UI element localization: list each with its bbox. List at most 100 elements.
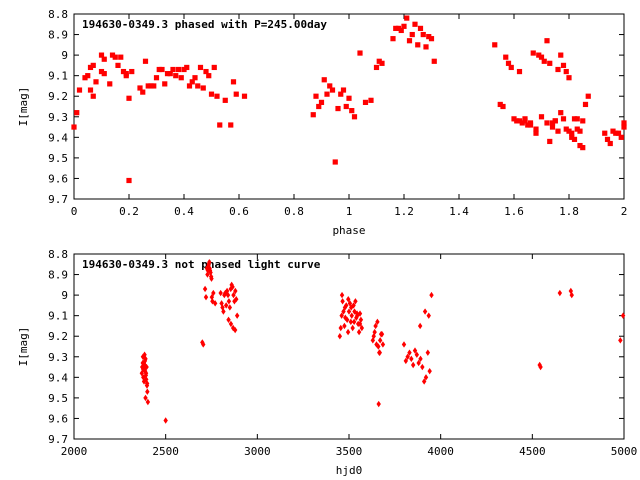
data-point xyxy=(547,60,553,66)
data-point xyxy=(142,365,147,373)
data-point xyxy=(428,36,435,42)
phased-y-tick-label: 9.4 xyxy=(48,131,68,144)
data-point xyxy=(351,114,358,120)
data-point xyxy=(425,349,431,356)
data-point xyxy=(142,357,148,365)
data-point xyxy=(214,93,220,99)
unphased-data-points xyxy=(139,259,626,424)
data-point xyxy=(541,58,547,64)
data-point xyxy=(357,50,363,56)
data-point xyxy=(420,363,425,371)
data-point xyxy=(390,36,396,42)
phased-y-tick-label: 9 xyxy=(61,49,68,62)
data-point xyxy=(571,136,578,142)
data-point xyxy=(582,101,589,108)
data-point xyxy=(618,337,623,344)
data-point xyxy=(401,23,407,29)
data-point xyxy=(405,353,410,360)
data-point xyxy=(142,351,147,358)
data-point xyxy=(346,308,352,315)
data-point xyxy=(516,118,523,124)
data-point xyxy=(226,316,231,323)
unphased-y-tick-label: 9.7 xyxy=(48,433,68,446)
data-point xyxy=(208,91,215,97)
data-point xyxy=(227,304,233,311)
data-point xyxy=(209,275,214,282)
data-point xyxy=(525,122,531,128)
data-point xyxy=(544,38,550,44)
data-point xyxy=(82,75,88,81)
data-point xyxy=(329,87,336,93)
data-point xyxy=(505,60,512,66)
data-point xyxy=(93,79,99,85)
data-point xyxy=(340,298,345,305)
data-point xyxy=(342,322,347,330)
unphased-y-tick-label: 9.3 xyxy=(48,351,68,364)
data-point xyxy=(568,287,574,295)
data-point xyxy=(615,130,622,136)
data-point xyxy=(205,271,210,278)
unphased-x-tick-label: 2000 xyxy=(61,445,88,458)
data-point xyxy=(404,15,410,21)
data-point xyxy=(162,81,168,87)
data-point xyxy=(519,120,525,126)
data-point xyxy=(522,118,528,124)
data-point xyxy=(500,103,506,110)
data-point xyxy=(420,31,426,38)
data-point xyxy=(228,320,234,328)
data-point xyxy=(533,130,539,136)
data-point xyxy=(324,91,330,97)
phased-x-tick-label: 1 xyxy=(346,205,353,218)
data-point xyxy=(197,64,204,71)
data-point xyxy=(156,66,162,73)
data-point xyxy=(313,93,319,99)
data-point xyxy=(354,310,360,317)
data-point xyxy=(344,316,350,323)
data-point xyxy=(621,124,627,130)
phased-plot-frame xyxy=(73,13,625,200)
data-point xyxy=(376,58,382,64)
data-point xyxy=(109,52,116,58)
data-point xyxy=(120,68,127,75)
data-point xyxy=(516,68,523,75)
data-point xyxy=(340,87,347,93)
data-point xyxy=(142,58,149,64)
data-point xyxy=(349,312,354,319)
data-point xyxy=(339,312,344,319)
data-point xyxy=(200,85,206,91)
data-point xyxy=(530,50,536,56)
data-point xyxy=(406,38,413,44)
unphased-plot-frame xyxy=(73,253,625,440)
data-point xyxy=(492,42,498,48)
data-point xyxy=(417,25,424,31)
data-point xyxy=(560,62,567,68)
data-point xyxy=(225,291,231,299)
data-point xyxy=(544,120,550,126)
phased-x-tick-label: 1.8 xyxy=(559,205,579,218)
phased-x-tick-label: 0.8 xyxy=(284,205,304,218)
unphased-y-tick-label: 9.1 xyxy=(48,310,68,323)
data-point xyxy=(203,293,209,301)
data-point xyxy=(395,25,402,31)
data-point xyxy=(351,318,357,326)
data-point xyxy=(353,298,358,305)
data-point xyxy=(558,110,564,116)
data-point xyxy=(621,120,627,126)
data-point xyxy=(87,64,94,71)
data-point xyxy=(90,62,96,68)
data-point xyxy=(372,328,377,336)
data-point xyxy=(202,285,208,293)
phased-x-tick-label: 1.6 xyxy=(504,205,524,218)
data-point xyxy=(563,68,569,75)
data-point xyxy=(577,142,583,149)
data-point xyxy=(574,126,580,132)
data-point xyxy=(557,289,563,297)
data-point xyxy=(373,64,380,71)
phased-x-tick-label: 1.2 xyxy=(394,205,414,218)
data-point xyxy=(310,112,316,118)
data-point xyxy=(226,298,232,305)
data-point xyxy=(538,363,543,371)
unphased-y-axis-label: I[mag] xyxy=(17,327,30,367)
data-point xyxy=(377,349,382,356)
